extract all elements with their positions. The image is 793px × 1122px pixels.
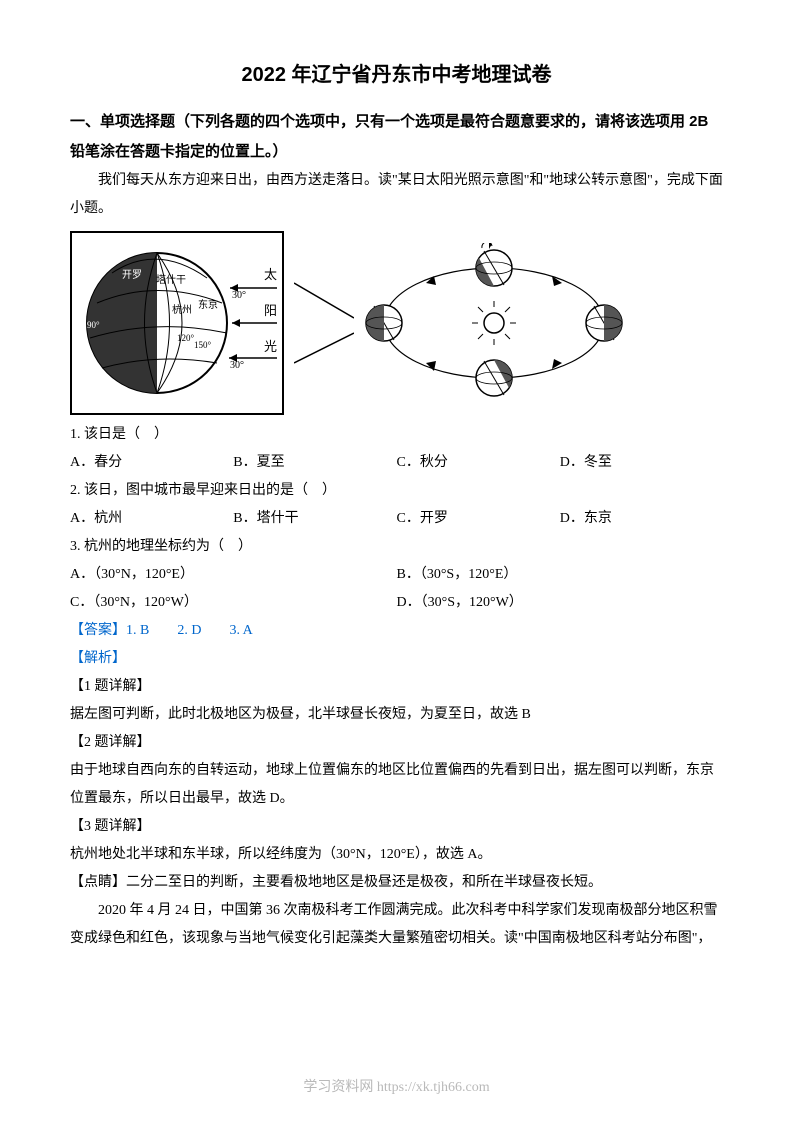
q2-opt-a: A．杭州 — [70, 505, 233, 533]
exp3-header: 【3 题详解】 — [70, 813, 723, 841]
revolution-diagram — [364, 243, 624, 403]
q2-opt-b: B．塔什干 — [233, 505, 396, 533]
globe-svg: 开罗 塔什干 杭州 东京 90° 30° 30° 120° 150° 太 阳 光 — [72, 233, 282, 413]
q2-stem: 2. 该日，图中城市最早迎来日出的是（ ） — [70, 477, 723, 505]
label-guang: 光 — [264, 339, 277, 354]
q3-stem: 3. 杭州的地理坐标约为（ ） — [70, 533, 723, 561]
q2-opt-d: D．东京 — [560, 505, 723, 533]
exp2-header: 【2 题详解】 — [70, 729, 723, 757]
q1-opt-b: B．夏至 — [233, 449, 396, 477]
q3-opt-b: B．（30°S，120°E） — [397, 561, 724, 589]
label-30n: 30° — [232, 290, 246, 301]
q3-opt-c: C．（30°N，120°W） — [70, 589, 397, 617]
q2-options: A．杭州 B．塔什干 C．开罗 D．东京 — [70, 505, 723, 533]
dianqing-text: 【点睛】二分二至日的判断，主要看极地地区是极昼还是极夜，和所在半球昼夜长短。 — [70, 869, 723, 897]
earth-bottom — [476, 360, 512, 396]
figure-block: 开罗 塔什干 杭州 东京 90° 30° 30° 120° 150° 太 阳 光 — [70, 231, 723, 415]
q1-opt-a: A．春分 — [70, 449, 233, 477]
orbit-svg — [364, 243, 624, 403]
sunlight-diagram: 开罗 塔什干 杭州 东京 90° 30° 30° 120° 150° 太 阳 光 — [70, 231, 284, 415]
q3-opt-d: D．（30°S，120°W） — [397, 589, 724, 617]
next-passage: 2020 年 4 月 24 日，中国第 36 次南极科考工作圆满完成。此次科考中… — [70, 897, 723, 953]
earth-left — [366, 305, 402, 341]
analysis-header: 【解析】 — [70, 645, 723, 673]
q1-options: A．春分 B．夏至 C．秋分 D．冬至 — [70, 449, 723, 477]
q1-stem: 1. 该日是（ ） — [70, 421, 723, 449]
q3-opt-a: A．（30°N，120°E） — [70, 561, 397, 589]
q3-options-row2: C．（30°N，120°W） D．（30°S，120°W） — [70, 589, 723, 617]
earth-right — [586, 305, 622, 341]
q1-opt-d: D．冬至 — [560, 449, 723, 477]
earth-top — [476, 243, 512, 286]
label-tashkent: 塔什干 — [156, 273, 186, 286]
label-kairo: 开罗 — [122, 269, 142, 281]
exp3-text: 杭州地处北半球和东半球，所以经纬度为（30°N，120°E），故选 A。 — [70, 841, 723, 869]
answers-line: 【答案】1. B 2. D 3. A — [70, 617, 723, 645]
exp2-text: 由于地球自西向东的自转运动，地球上位置偏东的地区比位置偏西的先看到日出，据左图可… — [70, 757, 723, 813]
label-90: 90° — [87, 320, 100, 330]
label-120: 120° — [177, 333, 195, 343]
q1-opt-c: C．秋分 — [397, 449, 560, 477]
q3-options-row1: A．（30°N，120°E） B．（30°S，120°E） — [70, 561, 723, 589]
page-title: 2022 年辽宁省丹东市中考地理试卷 — [70, 55, 723, 95]
label-tokyo: 东京 — [198, 298, 218, 311]
label-hangzhou: 杭州 — [172, 303, 192, 316]
label-150: 150° — [194, 340, 212, 350]
footer-watermark: 学习资料网 https://xk.tjh66.com — [0, 1076, 793, 1096]
q2-opt-c: C．开罗 — [397, 505, 560, 533]
label-tai: 太 — [264, 267, 277, 282]
intro-paragraph: 我们每天从东方迎来日出，由西方送走落日。读"某日太阳光照示意图"和"地球公转示意… — [70, 167, 723, 223]
exp1-header: 【1 题详解】 — [70, 673, 723, 701]
label-yang: 阳 — [264, 303, 277, 318]
section-header: 一、单项选择题（下列各题的四个选项中，只有一个选项是最符合题意要求的，请将该选项… — [70, 107, 723, 167]
connector-svg — [294, 263, 354, 383]
exp1-text: 据左图可判断，此时北极地区为极昼，北半球昼长夜短，为夏至日，故选 B — [70, 701, 723, 729]
